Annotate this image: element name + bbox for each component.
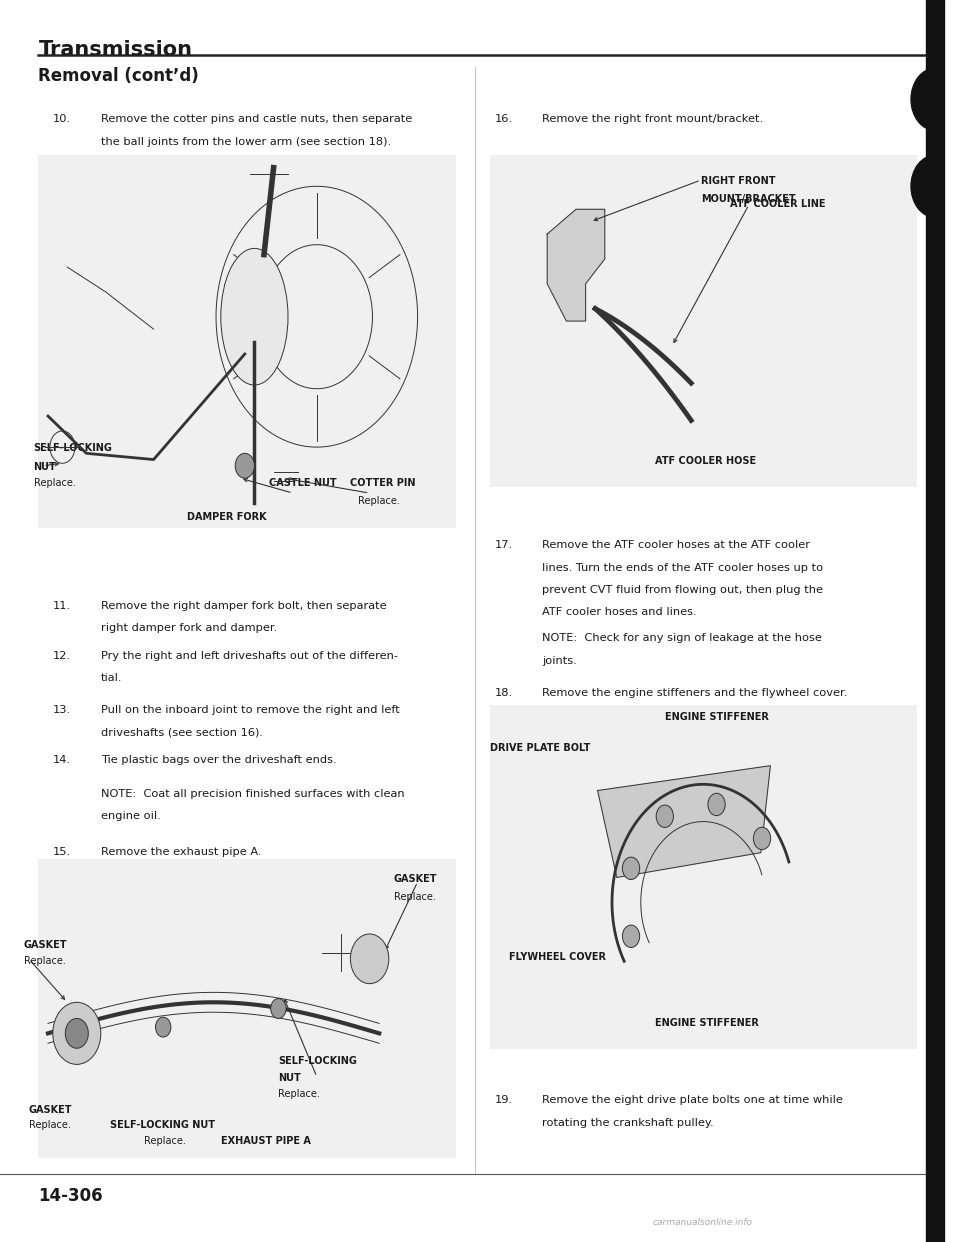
Text: joints.: joints. (542, 656, 577, 666)
Bar (38, 155, 456, 528)
Text: SELF-LOCKING: SELF-LOCKING (34, 443, 112, 453)
Text: COTTER PIN: COTTER PIN (350, 478, 416, 488)
Text: Replace.: Replace. (24, 956, 66, 966)
Circle shape (235, 453, 254, 478)
Text: carmanualsonline.info: carmanualsonline.info (653, 1218, 753, 1227)
Text: 17.: 17. (494, 540, 513, 550)
Text: MOUNT/BRACKET: MOUNT/BRACKET (701, 194, 796, 204)
Text: 19.: 19. (494, 1095, 513, 1105)
Circle shape (350, 934, 389, 984)
Bar (490, 705, 917, 1049)
Text: Replace.: Replace. (278, 1089, 321, 1099)
Circle shape (271, 999, 286, 1018)
Text: ATF COOLER LINE: ATF COOLER LINE (730, 199, 825, 209)
Text: ATF cooler hoses and lines.: ATF cooler hoses and lines. (542, 607, 697, 617)
Text: the ball joints from the lower arm (see section 18).: the ball joints from the lower arm (see … (101, 137, 391, 147)
Ellipse shape (221, 248, 288, 385)
Bar (926, 0, 944, 1242)
Circle shape (156, 1017, 171, 1037)
Text: DAMPER FORK: DAMPER FORK (187, 512, 267, 522)
Wedge shape (911, 68, 935, 130)
Text: Replace.: Replace. (394, 892, 436, 902)
Text: engine oil.: engine oil. (101, 811, 160, 821)
Text: 11.: 11. (53, 601, 71, 611)
Text: 13.: 13. (53, 705, 71, 715)
Text: CASTLE NUT: CASTLE NUT (269, 478, 336, 488)
Text: Remove the cotter pins and castle nuts, then separate: Remove the cotter pins and castle nuts, … (101, 114, 412, 124)
Text: EXHAUST PIPE A: EXHAUST PIPE A (221, 1136, 311, 1146)
Circle shape (708, 794, 725, 816)
Text: right damper fork and damper.: right damper fork and damper. (101, 623, 277, 633)
Text: Remove the engine stiffeners and the flywheel cover.: Remove the engine stiffeners and the fly… (542, 688, 848, 698)
Text: Replace.: Replace. (34, 478, 76, 488)
Text: Replace.: Replace. (29, 1120, 71, 1130)
Text: Pry the right and left driveshafts out of the differen-: Pry the right and left driveshafts out o… (101, 651, 397, 661)
Text: 10.: 10. (53, 114, 71, 124)
Text: GASKET: GASKET (24, 940, 67, 950)
Text: ENGINE STIFFENER: ENGINE STIFFENER (664, 712, 769, 722)
Text: Transmission: Transmission (38, 40, 192, 60)
Text: lines. Turn the ends of the ATF cooler hoses up to: lines. Turn the ends of the ATF cooler h… (542, 563, 824, 573)
Text: RIGHT FRONT: RIGHT FRONT (701, 176, 776, 186)
Text: 16.: 16. (494, 114, 513, 124)
Text: SELF-LOCKING NUT: SELF-LOCKING NUT (110, 1120, 215, 1130)
Text: FLYWHEEL COVER: FLYWHEEL COVER (509, 951, 606, 963)
Text: ATF COOLER HOSE: ATF COOLER HOSE (655, 456, 756, 466)
Circle shape (622, 925, 639, 948)
Text: Remove the ATF cooler hoses at the ATF cooler: Remove the ATF cooler hoses at the ATF c… (542, 540, 810, 550)
Circle shape (754, 827, 771, 850)
Text: Remove the eight drive plate bolts one at time while: Remove the eight drive plate bolts one a… (542, 1095, 843, 1105)
Text: NOTE:  Coat all precision finished surfaces with clean: NOTE: Coat all precision finished surfac… (101, 789, 404, 799)
Text: Pull on the inboard joint to remove the right and left: Pull on the inboard joint to remove the … (101, 705, 399, 715)
Text: GASKET: GASKET (29, 1105, 72, 1115)
Text: Remove the exhaust pipe A.: Remove the exhaust pipe A. (101, 847, 261, 857)
Text: Remove the right damper fork bolt, then separate: Remove the right damper fork bolt, then … (101, 601, 387, 611)
Circle shape (65, 1018, 88, 1048)
Text: 14-306: 14-306 (38, 1187, 103, 1205)
Polygon shape (597, 765, 770, 877)
Text: Replace.: Replace. (144, 1136, 186, 1146)
Text: 12.: 12. (53, 651, 71, 661)
Text: 18.: 18. (494, 688, 513, 698)
Text: prevent CVT fluid from flowing out, then plug the: prevent CVT fluid from flowing out, then… (542, 585, 824, 595)
Polygon shape (547, 209, 605, 320)
Text: rotating the crankshaft pulley.: rotating the crankshaft pulley. (542, 1118, 714, 1128)
Text: Tie plastic bags over the driveshaft ends.: Tie plastic bags over the driveshaft end… (101, 755, 336, 765)
Text: DRIVE PLATE BOLT: DRIVE PLATE BOLT (490, 743, 590, 753)
Text: driveshafts (see section 16).: driveshafts (see section 16). (101, 728, 263, 738)
Text: NUT: NUT (278, 1073, 301, 1083)
Text: Replace.: Replace. (358, 496, 400, 505)
Text: ENGINE STIFFENER: ENGINE STIFFENER (655, 1018, 759, 1028)
Circle shape (53, 1002, 101, 1064)
Circle shape (657, 805, 674, 827)
Text: Remove the right front mount/bracket.: Remove the right front mount/bracket. (542, 114, 763, 124)
Text: 15.: 15. (53, 847, 71, 857)
Text: Removal (cont’d): Removal (cont’d) (38, 67, 199, 84)
Wedge shape (911, 155, 935, 217)
Text: tial.: tial. (101, 673, 122, 683)
Text: SELF-LOCKING: SELF-LOCKING (278, 1056, 357, 1066)
Circle shape (622, 857, 639, 879)
Text: 14.: 14. (53, 755, 71, 765)
Bar (38, 859, 456, 1158)
Text: NOTE:  Check for any sign of leakage at the hose: NOTE: Check for any sign of leakage at t… (542, 633, 823, 643)
Bar (490, 155, 917, 487)
Text: GASKET: GASKET (394, 874, 437, 884)
Text: NUT: NUT (34, 462, 57, 472)
